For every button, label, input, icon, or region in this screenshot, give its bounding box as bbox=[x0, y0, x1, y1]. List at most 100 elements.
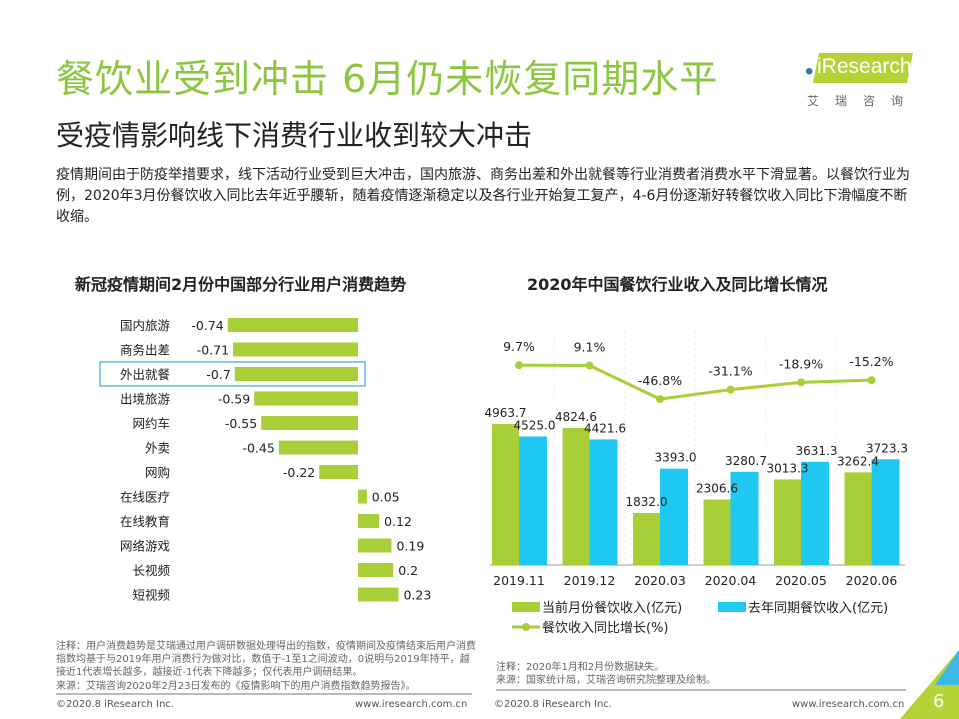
growth-point bbox=[585, 361, 594, 370]
category-label: 外卖 bbox=[145, 441, 170, 456]
bar bbox=[233, 342, 358, 357]
value-label: 3631.3 bbox=[796, 444, 838, 458]
left-note: 注释：用户消费趋势是艾瑞通过用户调研数据处理得出的指数，疫情期间及疫情结束后用户… bbox=[56, 641, 476, 678]
value-label: -0.45 bbox=[242, 441, 274, 456]
growth-point bbox=[797, 378, 805, 387]
growth-label: -18.9% bbox=[779, 356, 823, 371]
bar bbox=[234, 367, 358, 381]
bar-last-year bbox=[801, 461, 829, 565]
value-label: 0.19 bbox=[396, 539, 424, 554]
growth-label: 9.7% bbox=[503, 339, 535, 354]
left-source: 来源：艾瑞咨询2020年2月23日发布的《疫情影响下的用户消费指数趋势报告》。 bbox=[56, 681, 416, 692]
bar-current bbox=[492, 424, 519, 565]
value-label: 3280.7 bbox=[725, 454, 767, 468]
bar-last-year bbox=[589, 439, 618, 565]
legend-label: 当前月份餐饮收入(亿元) bbox=[542, 600, 682, 616]
corner-decoration bbox=[900, 650, 959, 719]
category-label: 短视频 bbox=[132, 588, 170, 603]
value-label: 4824.6 bbox=[555, 410, 597, 424]
x-tick-label: 2019.12 bbox=[564, 573, 616, 588]
divider bbox=[496, 689, 906, 691]
left-chart-title: 新冠疫情期间2月份中国部分行业用户消费趋势 bbox=[75, 275, 407, 294]
growth-line bbox=[518, 363, 872, 401]
right-chart-title: 2020年中国餐饮行业收入及同比增长情况 bbox=[527, 275, 828, 294]
x-tick-label: 2020.05 bbox=[775, 573, 827, 588]
website-link[interactable]: www.iresearch.com.cn bbox=[792, 699, 905, 710]
value-label: -0.55 bbox=[225, 416, 257, 431]
category-label: 在线医疗 bbox=[120, 490, 170, 505]
value-label: 4963.7 bbox=[485, 406, 527, 420]
bar bbox=[358, 587, 399, 602]
iresearch-logo: • iResearch 艾瑞咨询 bbox=[805, 53, 920, 108]
value-label: 3013.3 bbox=[767, 461, 809, 475]
value-label: 3393.0 bbox=[655, 451, 697, 465]
bar-last-year bbox=[660, 468, 688, 565]
bar-last-year bbox=[519, 436, 547, 565]
bar bbox=[227, 318, 358, 332]
bar-current bbox=[774, 479, 801, 565]
bar bbox=[261, 416, 358, 430]
bar bbox=[358, 514, 380, 528]
bar bbox=[358, 489, 367, 504]
value-label: 0.12 bbox=[384, 514, 412, 529]
value-label: 3723.3 bbox=[866, 441, 908, 455]
category-label: 在线教育 bbox=[120, 514, 170, 529]
value-label: -0.22 bbox=[283, 465, 315, 480]
value-label: 0.2 bbox=[398, 563, 418, 578]
highlight-box bbox=[99, 361, 366, 387]
bar bbox=[278, 440, 358, 455]
value-label: -0.71 bbox=[197, 343, 229, 358]
x-tick-label: 2020.04 bbox=[705, 573, 757, 588]
bar-current bbox=[562, 427, 590, 565]
logo-dot-icon: • bbox=[805, 58, 814, 85]
bar-current bbox=[633, 512, 660, 565]
growth-point bbox=[867, 376, 876, 385]
page-title: 餐饮业受到冲击 6月仍未恢复同期水平 bbox=[56, 57, 719, 101]
value-label: -0.59 bbox=[218, 392, 250, 407]
legend-swatch-growth-dot bbox=[522, 623, 530, 631]
legend-label: 去年同期餐饮收入(亿元) bbox=[748, 600, 888, 616]
legend-swatch-last-year bbox=[718, 602, 746, 612]
bar bbox=[254, 391, 358, 406]
growth-label: 9.1% bbox=[574, 340, 606, 355]
page-number: 6 bbox=[933, 691, 945, 712]
website-link[interactable]: www.iresearch.com.cn bbox=[355, 699, 468, 710]
bar bbox=[319, 465, 358, 479]
bar-current bbox=[703, 499, 731, 565]
bar bbox=[358, 563, 394, 577]
value-label: -0.74 bbox=[191, 318, 223, 333]
growth-label: -15.2% bbox=[849, 354, 893, 369]
category-label: 长视频 bbox=[132, 563, 170, 578]
copyright: ©2020.8 iResearch Inc. bbox=[56, 699, 174, 710]
category-label: 网购 bbox=[145, 465, 170, 480]
x-tick-label: 2020.03 bbox=[634, 573, 686, 588]
category-label: 网络游戏 bbox=[120, 539, 170, 554]
value-label: 2306.6 bbox=[696, 481, 738, 495]
x-tick-label: 2019.11 bbox=[493, 573, 545, 588]
intro-text: 疫情期间由于防疫举措要求，线下活动行业受到巨大冲击，国内旅游、商务出差和外出就餐… bbox=[56, 167, 910, 225]
copyright: ©2020.8 iResearch Inc. bbox=[494, 699, 612, 710]
growth-label: -31.1% bbox=[708, 364, 752, 379]
bar-last-year bbox=[730, 471, 759, 565]
divider bbox=[56, 693, 472, 695]
value-label: 4421.6 bbox=[584, 421, 626, 435]
category-label: 网约车 bbox=[132, 416, 170, 431]
category-label: 出境旅游 bbox=[120, 392, 171, 407]
page-subtitle: 受疫情影响线下消费行业收到较大冲击 bbox=[56, 119, 533, 152]
growth-label: -46.8% bbox=[638, 373, 682, 388]
growth-point bbox=[656, 395, 664, 404]
right-note: 注释：2020年1月和2月份数据缺失。 bbox=[496, 662, 665, 673]
category-label: 商务出差 bbox=[120, 343, 170, 358]
legend-swatch-current bbox=[512, 602, 540, 612]
category-label: 外出就餐 bbox=[120, 367, 171, 382]
right-source: 来源：国家统计局，艾瑞咨询研究院整理及绘制。 bbox=[496, 675, 716, 686]
legend-label: 餐饮收入同比增长(%) bbox=[542, 620, 669, 636]
bar-last-year bbox=[871, 459, 900, 565]
x-tick-label: 2020.06 bbox=[846, 573, 898, 588]
value-label: -0.7 bbox=[206, 367, 230, 382]
growth-point bbox=[726, 385, 735, 394]
value-label: 4525.0 bbox=[514, 418, 556, 432]
value-label: 0.23 bbox=[403, 588, 431, 603]
bar-current bbox=[844, 472, 872, 565]
